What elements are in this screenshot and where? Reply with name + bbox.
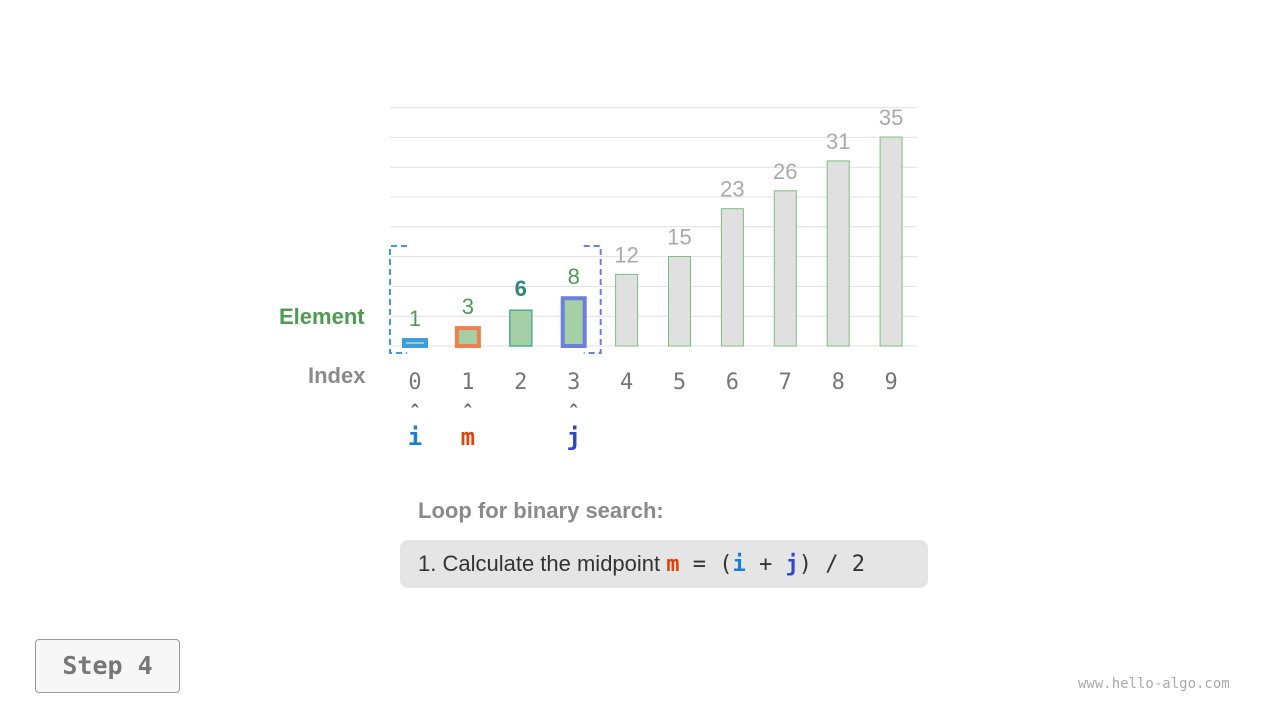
formula-i: i (732, 552, 746, 577)
step-button[interactable]: Step 4 (35, 639, 180, 693)
index-label: 0 (408, 370, 421, 395)
index-label: 8 (832, 370, 845, 395)
pointer-arrow-icon: ^ (569, 402, 578, 418)
bar-value-label: 8 (568, 264, 580, 289)
pointer-arrow-icon: ^ (411, 402, 420, 418)
index-label: 1 (461, 370, 474, 395)
range-bracket-right (583, 245, 602, 354)
pointer-j: j (566, 423, 580, 451)
index-label: 4 (620, 370, 633, 395)
formula-plus: + (745, 552, 786, 577)
formula-rest: ) / 2 (798, 552, 865, 577)
bar (668, 255, 691, 347)
pointer-arrow-icon: ^ (464, 402, 473, 418)
formula-eq: = ( (679, 552, 733, 577)
element-row-label: Element (279, 304, 365, 329)
bar-value-label: 26 (773, 159, 797, 184)
bar-value-label: 23 (720, 177, 744, 202)
step-text: 1. Calculate the midpoint (418, 551, 661, 576)
bar-value-label: 1 (409, 306, 421, 331)
pointer-m: m (461, 423, 475, 451)
bar (879, 136, 903, 347)
index-label: 9 (884, 370, 897, 395)
pointer-i: i (408, 423, 422, 451)
bar-value-label: 3 (462, 294, 474, 319)
bar-value-label: 31 (826, 129, 850, 154)
bar (509, 309, 533, 347)
index-label: 5 (673, 370, 686, 395)
index-label: 6 (726, 370, 739, 395)
bar (826, 160, 850, 347)
bar (402, 338, 428, 348)
bar-value-label: 35 (879, 105, 903, 130)
index-label: 3 (567, 370, 580, 395)
bar (615, 273, 639, 347)
formula-j: j (785, 552, 799, 577)
loop-title: Loop for binary search: (418, 498, 664, 523)
bar (560, 296, 587, 348)
formula-m: m (666, 552, 680, 577)
bar (720, 208, 744, 347)
index-label: 7 (779, 370, 792, 395)
range-bracket-left (389, 245, 407, 354)
watermark: www.hello-algo.com (1078, 676, 1230, 692)
index-row-label: Index (308, 363, 366, 388)
step-description: 1. Calculate the midpoint m = (i + j) / … (400, 540, 928, 588)
bar-value-label: 6 (515, 276, 527, 301)
bar-value-label: 12 (614, 242, 638, 267)
bar (454, 326, 481, 348)
bar (773, 190, 797, 347)
index-label: 2 (514, 370, 527, 395)
bar-value-label: 15 (667, 224, 691, 249)
